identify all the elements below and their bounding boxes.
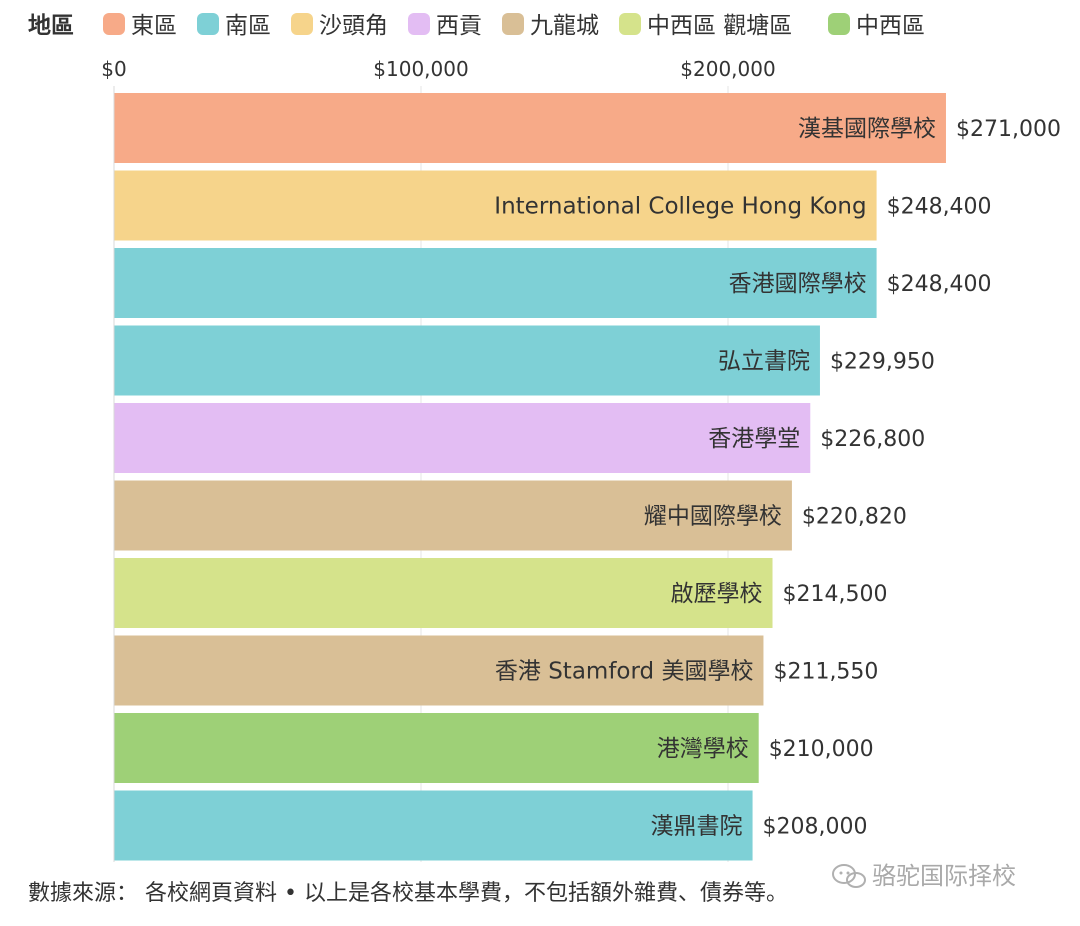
legend-label-2: 沙頭角: [319, 13, 388, 39]
bar-1: [114, 170, 877, 241]
legend-swatch-2: [291, 13, 313, 35]
bar-label-1: International College Hong Kong: [494, 194, 866, 220]
x-tick-label-1: $100,000: [373, 57, 468, 81]
watermark: 骆驼国际择校: [832, 862, 1016, 890]
legend-label-1: 南區: [225, 13, 271, 39]
bar-3: [114, 325, 820, 396]
bar-0: [114, 93, 946, 163]
bar-label-9: 漢鼎書院: [651, 814, 743, 840]
bar-5: [114, 480, 792, 551]
bar-label-6: 啟歷學校: [671, 581, 763, 607]
legend-label-5: 中西區 觀塘區: [647, 13, 792, 39]
x-tick-label-2: $200,000: [680, 57, 775, 81]
bar-value-label-4: $226,800: [820, 427, 925, 452]
bar-8: [114, 713, 759, 783]
x-axis: $0 $100,000 $200,000: [101, 57, 775, 81]
footnote: 數據來源： 各校網頁資料 • 以上是各校基本學費，不包括額外雜費、債券等。: [28, 881, 788, 906]
bar-value-label-3: $229,950: [830, 350, 935, 375]
legend-label-4: 九龍城: [530, 13, 599, 39]
bar-label-8: 港灣學校: [657, 736, 749, 762]
legend-swatch-1: [197, 13, 219, 35]
legend: 地區 東區 南區 沙頭角 西貢 九龍城 中西區 觀塘區 中西區: [28, 13, 925, 39]
bar-4: [114, 403, 811, 473]
legend-swatch-0: [103, 13, 125, 35]
legend-swatch-6: [828, 13, 850, 35]
legend-label-0: 東區: [131, 13, 177, 39]
bar-value-label-0: $271,000: [956, 117, 1061, 142]
legend-swatch-5: [619, 13, 641, 35]
bar-label-3: 弘立書院: [718, 349, 810, 375]
bar-value-label-2: $248,400: [887, 272, 992, 297]
bar-label-0: 漢基國際學校: [798, 116, 936, 142]
bar-6: [114, 558, 773, 628]
bar-value-label-1: $248,400: [887, 195, 992, 220]
bar-label-7: 香港 Stamford 美國學校: [495, 659, 754, 685]
bar-9: [114, 790, 753, 861]
bar-value-label-5: $220,820: [802, 505, 907, 530]
bar-2: [114, 248, 877, 318]
watermark-text: 骆驼国际择校: [872, 862, 1016, 890]
bar-value-label-9: $208,000: [763, 815, 868, 840]
bar-value-label-6: $214,500: [783, 582, 888, 607]
bar-7: [114, 635, 764, 706]
legend-swatch-3: [408, 13, 430, 35]
wechat-icon: [832, 864, 866, 888]
bar-label-5: 耀中國際學校: [644, 504, 782, 530]
legend-swatch-4: [502, 13, 524, 35]
bar-label-4: 香港學堂: [708, 426, 800, 452]
bar-value-label-8: $210,000: [769, 737, 874, 762]
legend-title: 地區: [28, 13, 74, 39]
bar-label-2: 香港國際學校: [729, 271, 867, 297]
bar-value-label-7: $211,550: [773, 660, 878, 685]
x-tick-label-0: $0: [101, 57, 126, 81]
bars: 漢基國際學校 $271,000 International College Hong…: [114, 93, 1061, 861]
legend-label-6: 中西區: [856, 13, 925, 39]
legend-label-3: 西貢: [436, 13, 482, 39]
